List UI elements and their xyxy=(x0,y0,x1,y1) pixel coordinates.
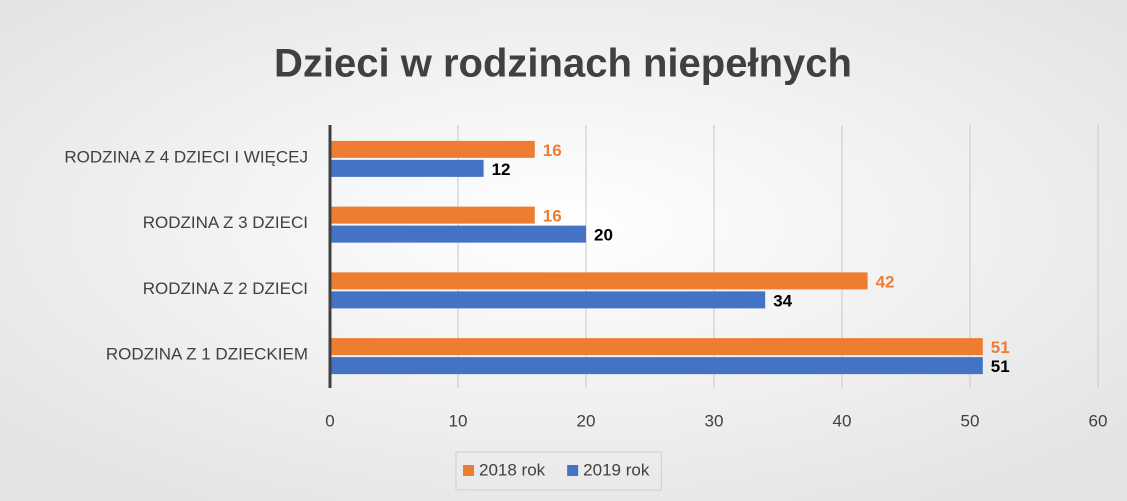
data-label: 34 xyxy=(773,291,792,310)
legend-swatch xyxy=(567,465,579,476)
bar xyxy=(330,272,868,290)
bar xyxy=(330,338,983,356)
data-label: 20 xyxy=(594,226,613,245)
data-label: 51 xyxy=(991,357,1010,376)
y-tick-label: RODZINA Z 2 DZIECI xyxy=(143,279,308,298)
bar xyxy=(330,291,766,309)
x-tick-label: 30 xyxy=(705,411,724,430)
y-tick-label: RODZINA Z 1 DZIECKIEM xyxy=(106,345,308,364)
x-tick-label: 50 xyxy=(961,411,980,430)
x-tick-label: 60 xyxy=(1089,411,1108,430)
chart-title: Dzieci w rodzinach niepełnych xyxy=(274,42,852,86)
y-tick-label: RODZINA Z 3 DZIECI xyxy=(143,213,308,232)
bar xyxy=(330,159,484,177)
x-tick-label: 10 xyxy=(449,411,468,430)
legend-label: 2019 rok xyxy=(583,460,650,479)
data-label: 51 xyxy=(991,338,1010,357)
x-tick-label: 0 xyxy=(325,411,334,430)
x-tick-label: 20 xyxy=(577,411,596,430)
legend-swatch xyxy=(463,465,474,476)
data-label: 42 xyxy=(876,272,895,291)
bar xyxy=(330,357,983,375)
data-label: 12 xyxy=(492,160,511,179)
bar xyxy=(330,225,586,243)
bar xyxy=(330,140,535,158)
legend-label: 2018 rok xyxy=(479,460,546,479)
x-tick-label: 40 xyxy=(833,411,852,430)
data-label: 16 xyxy=(543,141,562,160)
legend-box xyxy=(455,451,662,491)
data-label: 16 xyxy=(543,207,562,226)
bar xyxy=(330,206,535,224)
y-tick-label: RODZINA Z 4 DZIECI I WIĘCEJ xyxy=(64,147,308,166)
